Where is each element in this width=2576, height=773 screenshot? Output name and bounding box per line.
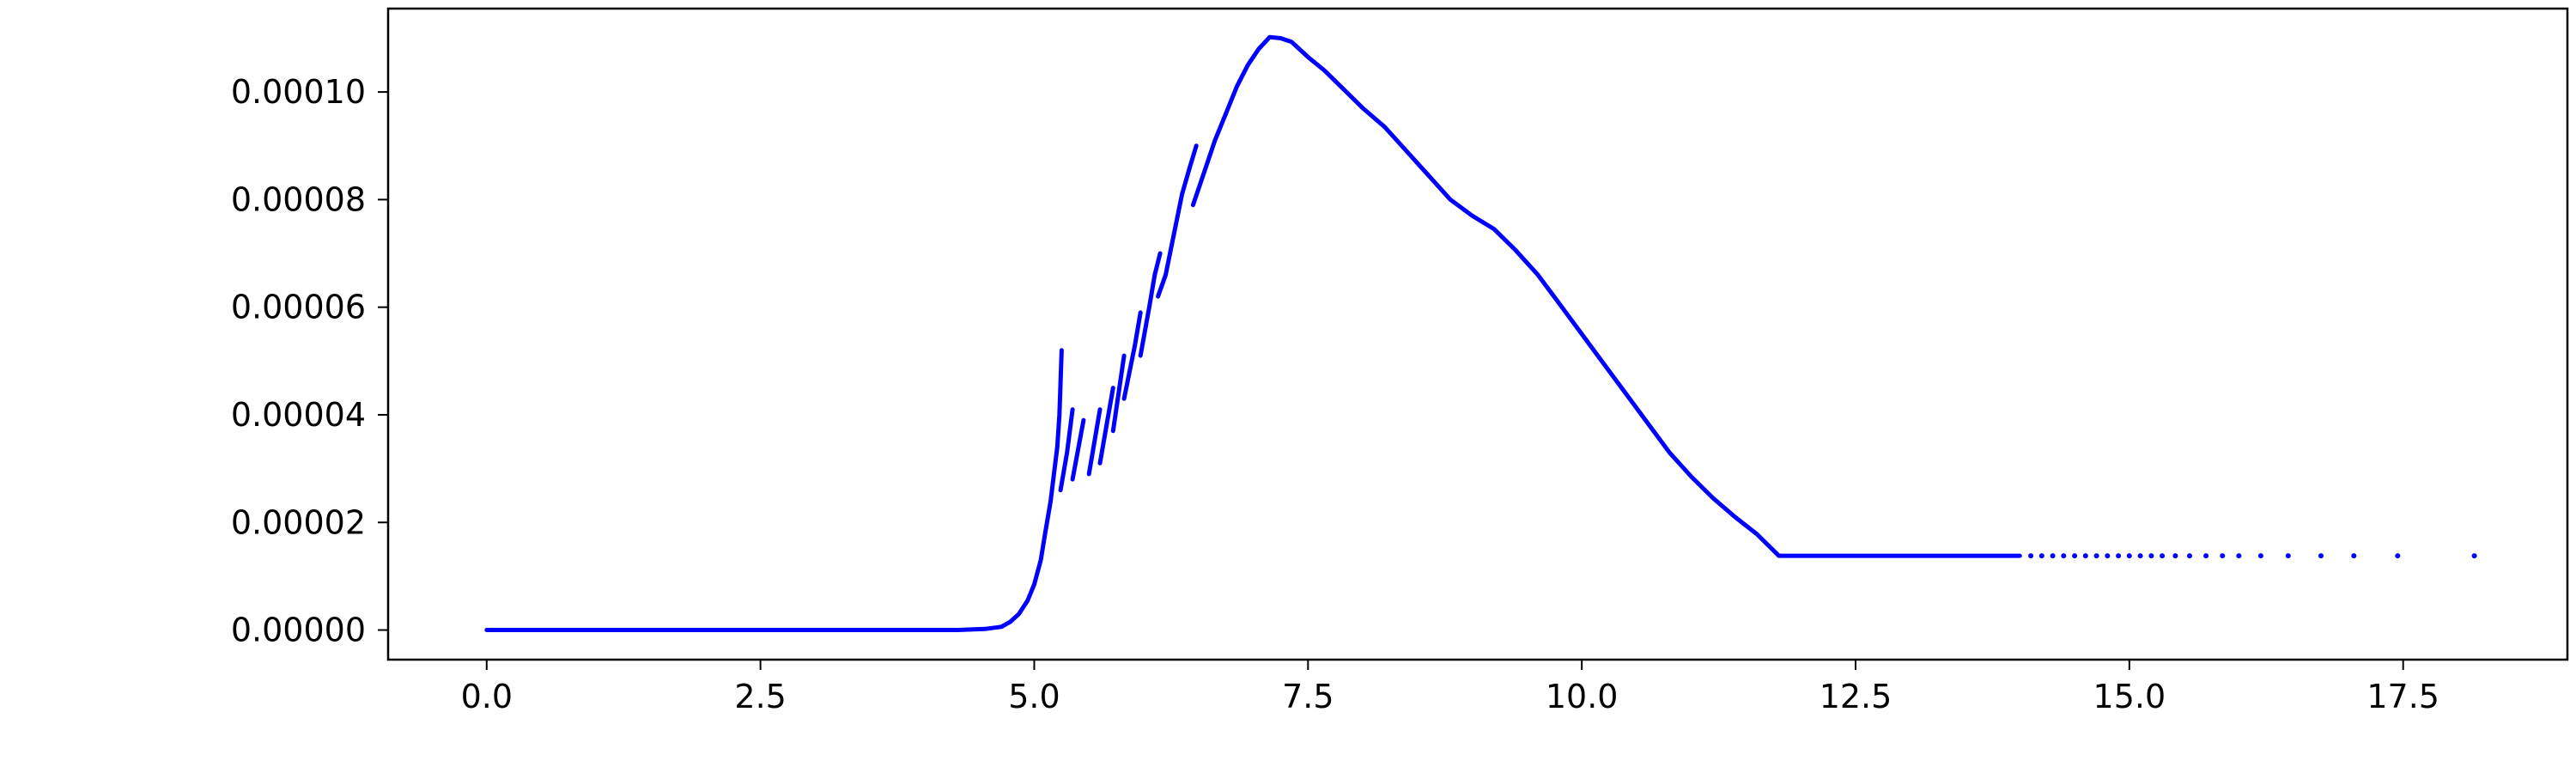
data-point xyxy=(2137,553,2143,559)
data-line-segment xyxy=(484,348,1064,632)
data-point xyxy=(2126,553,2132,559)
y-tick-label: 0.00006 xyxy=(231,289,366,326)
data-point xyxy=(2160,553,2166,559)
x-axis: 0.0 2.5 5.0 7.5 10.0 12.5 15.0 17.5 xyxy=(461,660,2439,715)
plot-area xyxy=(388,9,2567,660)
data-line-segment xyxy=(1121,310,1143,401)
data-point xyxy=(2187,553,2192,559)
data-point xyxy=(2082,553,2088,559)
data-point xyxy=(2351,553,2357,559)
y-tick-label: 0.00008 xyxy=(231,180,366,218)
data-point xyxy=(2285,553,2291,559)
data-line-segment xyxy=(1070,417,1086,482)
data-line-segment xyxy=(1138,251,1163,358)
data-point xyxy=(2093,553,2099,559)
y-tick-label: 0.00004 xyxy=(231,396,366,434)
data-line-segment xyxy=(1086,407,1103,477)
y-tick-label: 0.00010 xyxy=(231,73,366,111)
data-point xyxy=(2105,553,2111,559)
data-point xyxy=(2318,553,2324,559)
data-point xyxy=(2236,553,2242,559)
y-axis: 0.00000 0.00002 0.00004 0.00006 0.00008 0.000… xyxy=(231,73,388,649)
data-layer xyxy=(484,34,2477,632)
x-tick-label: 0.0 xyxy=(461,678,513,715)
data-point xyxy=(2050,553,2056,559)
data-point xyxy=(2172,553,2178,559)
x-tick-label: 15.0 xyxy=(2093,678,2166,715)
y-tick-label: 0.00000 xyxy=(231,612,366,649)
data-point xyxy=(2072,553,2078,559)
data-line-segment xyxy=(1058,407,1075,493)
data-point xyxy=(2257,553,2263,559)
data-point xyxy=(2028,553,2034,559)
x-tick-label: 7.5 xyxy=(1282,678,1334,715)
data-point xyxy=(2220,553,2226,559)
data-point xyxy=(2395,553,2401,559)
x-tick-label: 2.5 xyxy=(734,678,786,715)
x-tick-label: 17.5 xyxy=(2366,678,2439,715)
data-line-segment xyxy=(1110,353,1127,434)
plot-frame xyxy=(386,7,2569,661)
y-tick-label: 0.00002 xyxy=(231,503,366,541)
data-point xyxy=(2116,553,2122,559)
data-point xyxy=(2038,553,2044,559)
data-line-segment xyxy=(1190,34,1782,558)
data-line-segment xyxy=(1097,386,1115,466)
x-tick-label: 12.5 xyxy=(1820,678,1893,715)
data-line-segment xyxy=(1156,143,1199,299)
data-point xyxy=(2148,553,2154,559)
data-point xyxy=(2471,553,2477,559)
x-tick-label: 5.0 xyxy=(1008,678,1060,715)
x-tick-label: 10.0 xyxy=(1546,678,1619,715)
data-point xyxy=(2203,553,2209,559)
data-point xyxy=(2061,553,2067,559)
